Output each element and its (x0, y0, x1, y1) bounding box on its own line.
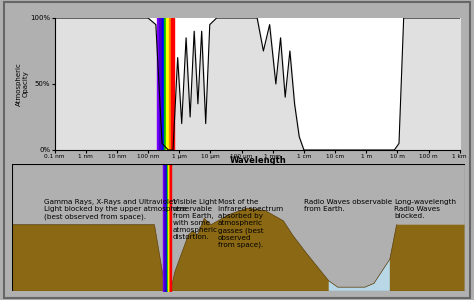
Bar (169, 18, 171, 150)
Text: Most of the
Infrared spectrum
absorbed by
atmospheric
gasses (best
observed
from: Most of the Infrared spectrum absorbed b… (218, 199, 283, 248)
Y-axis label: Atmospheric
Opacity: Atmospheric Opacity (16, 62, 29, 106)
Text: Visible Light
observable
from Earth,
with some
atmospheric
distortion.: Visible Light observable from Earth, wit… (173, 199, 218, 240)
Text: Radio Waves observable
from Earth.: Radio Waves observable from Earth. (304, 199, 392, 212)
Polygon shape (12, 208, 465, 291)
Bar (159, 18, 162, 150)
Text: Gamma Rays, X-Rays and Ultraviolet
Light blocked by the upper atmosphere
(best o: Gamma Rays, X-Rays and Ultraviolet Light… (44, 199, 186, 220)
Bar (162, 18, 164, 150)
Bar (166, 18, 169, 150)
Bar (171, 18, 173, 150)
Text: Long-wavelength
Radio Waves
blocked.: Long-wavelength Radio Waves blocked. (394, 199, 456, 219)
Polygon shape (328, 259, 390, 291)
Bar (157, 18, 159, 150)
Text: Wavelength: Wavelength (230, 156, 287, 165)
Bar (164, 18, 166, 150)
